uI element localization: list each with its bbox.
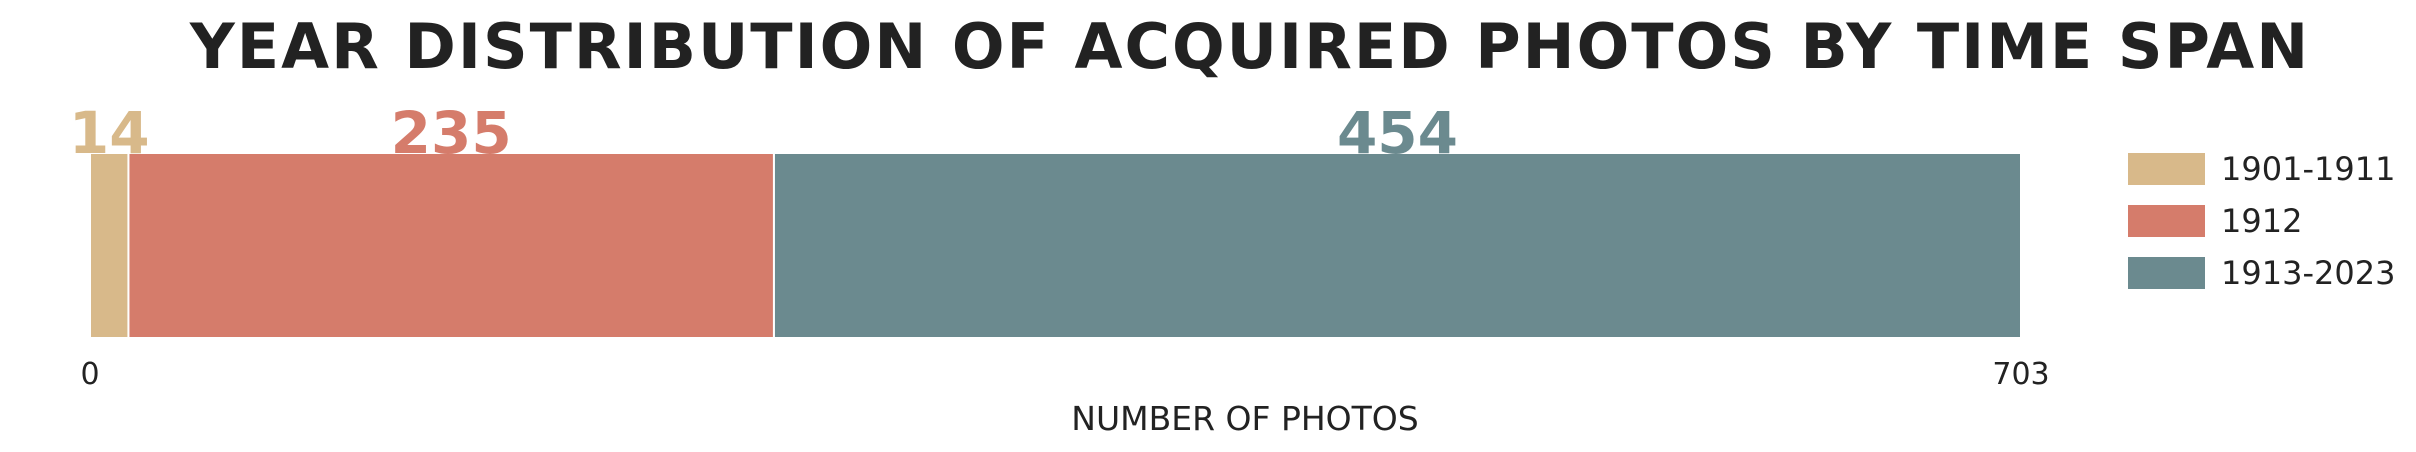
x-tick-group: 0 703 (80, 357, 2049, 392)
value-label-group: 14 235 454 (69, 99, 1458, 167)
x-tick-label: 0 (80, 357, 99, 392)
legend-label: 1901-1911 (2221, 150, 2395, 188)
bar-segment (89, 152, 130, 339)
legend-label: 1912 (2221, 202, 2302, 240)
bar-value-label: 14 (69, 99, 150, 167)
x-axis-label: NUMBER OF PHOTOS (1071, 399, 1418, 438)
legend-swatch (2128, 205, 2205, 237)
bar-value-label: 235 (391, 99, 512, 167)
legend: 1901-1911 1912 1913-2023 (2128, 150, 2395, 292)
bar-value-label: 454 (1337, 99, 1458, 167)
x-tick-label: 703 (1992, 357, 2049, 392)
chart-title: YEAR DISTRIBUTION OF ACQUIRED PHOTOS BY … (189, 10, 2310, 83)
legend-label: 1913-2023 (2221, 254, 2395, 292)
legend-swatch (2128, 257, 2205, 289)
bar-group (89, 152, 2023, 339)
legend-swatch (2128, 153, 2205, 185)
bar-segment (772, 152, 2023, 339)
bar-segment (127, 152, 775, 339)
